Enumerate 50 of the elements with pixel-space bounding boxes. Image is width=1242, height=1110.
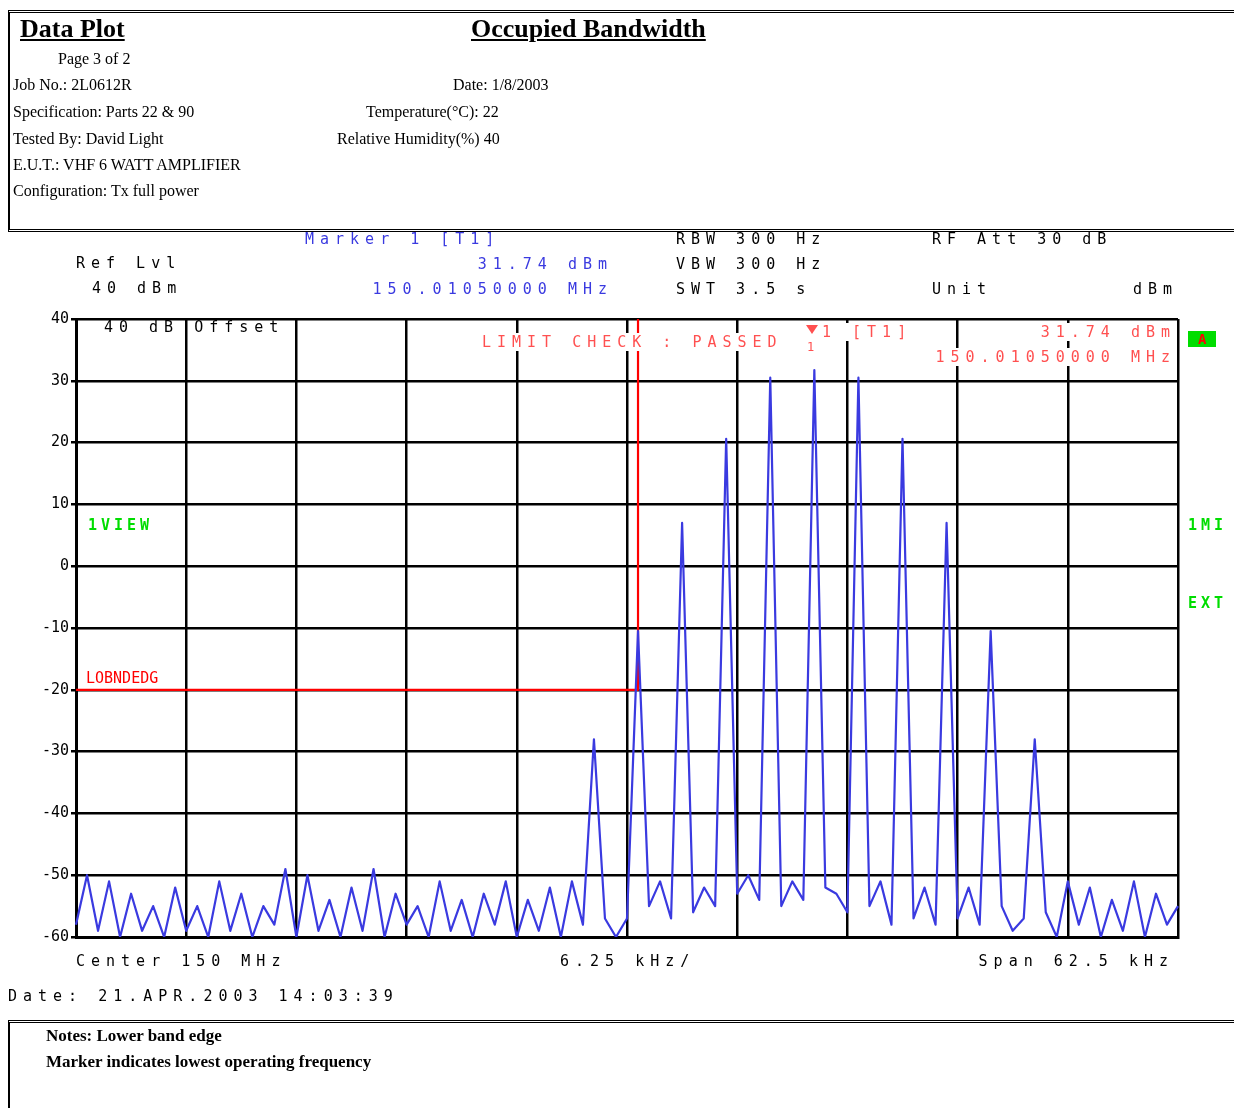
y-tick-label: -20 <box>41 679 69 698</box>
text: VBW 300 Hz <box>676 255 827 273</box>
y-tick-label: -30 <box>41 741 69 760</box>
y-tick-label: -40 <box>41 803 69 822</box>
text: Relative Humidity(%) 40 <box>337 130 500 148</box>
text: Temperature(°C): 22 <box>366 103 499 121</box>
text: RBW 300 Hz <box>676 230 827 248</box>
y-tick-label: 10 <box>50 494 69 513</box>
text: Job No.: 2L0612R <box>13 76 132 94</box>
text: Configuration: Tx full power <box>13 182 199 200</box>
text: 31.74 dBm <box>477 255 613 273</box>
text: 40 dBm <box>92 279 183 297</box>
text: SWT 3.5 s <box>676 280 812 298</box>
text: Date: 21.APR.2003 14:03:39 <box>8 987 399 1005</box>
text: dBm <box>1132 280 1178 298</box>
y-tick-label: 30 <box>50 370 69 389</box>
text: Page 3 of 2 <box>58 50 131 68</box>
y-tick-label: 0 <box>59 556 69 575</box>
text: Date: 1/8/2003 <box>453 76 549 94</box>
text: Span 62.5 kHz <box>978 952 1174 970</box>
text: Notes: Lower band edge <box>46 1026 222 1046</box>
text: RF Att 30 dB <box>932 230 1113 248</box>
y-tick-label: 40 <box>50 308 69 327</box>
y-tick-label: -10 <box>41 617 69 636</box>
text: Marker 1 [T1] <box>305 230 501 248</box>
annotation: 1VIEW <box>88 516 154 534</box>
text: Center 150 MHz <box>76 952 287 970</box>
annotation: LIMIT CHECK : PASSED <box>482 333 783 351</box>
text: EXT <box>1188 594 1228 612</box>
text: 150.01050000 MHz <box>372 280 613 298</box>
text: Tested By: David Light <box>13 130 164 148</box>
annotation: 31.74 dBm <box>1040 323 1176 341</box>
annotation: 1 [T1] <box>822 323 913 341</box>
text: Unit <box>932 280 993 298</box>
text: Ref Lvl <box>76 254 182 272</box>
y-tick-label: -50 <box>41 865 69 884</box>
annotation: 150.01050000 MHz <box>935 348 1176 366</box>
chart-title: Occupied Bandwidth <box>471 14 706 44</box>
series-label: LOBNDEDG <box>86 669 159 688</box>
y-tick-label: -60 <box>41 926 69 945</box>
text: Marker indicates lowest operating frequency <box>46 1052 372 1072</box>
text: Data Plot <box>20 14 125 44</box>
text: A <box>1188 331 1217 347</box>
annotation: 1 <box>807 340 815 354</box>
text: E.U.T.: VHF 6 WATT AMPLIFIER <box>13 156 241 174</box>
text: Specification: Parts 22 & 90 <box>13 103 195 121</box>
annotation: 40 dB Offset <box>104 318 285 336</box>
text: 1MI <box>1188 516 1228 534</box>
y-tick-label: 20 <box>50 432 69 451</box>
text: 6.25 kHz/ <box>560 952 696 970</box>
